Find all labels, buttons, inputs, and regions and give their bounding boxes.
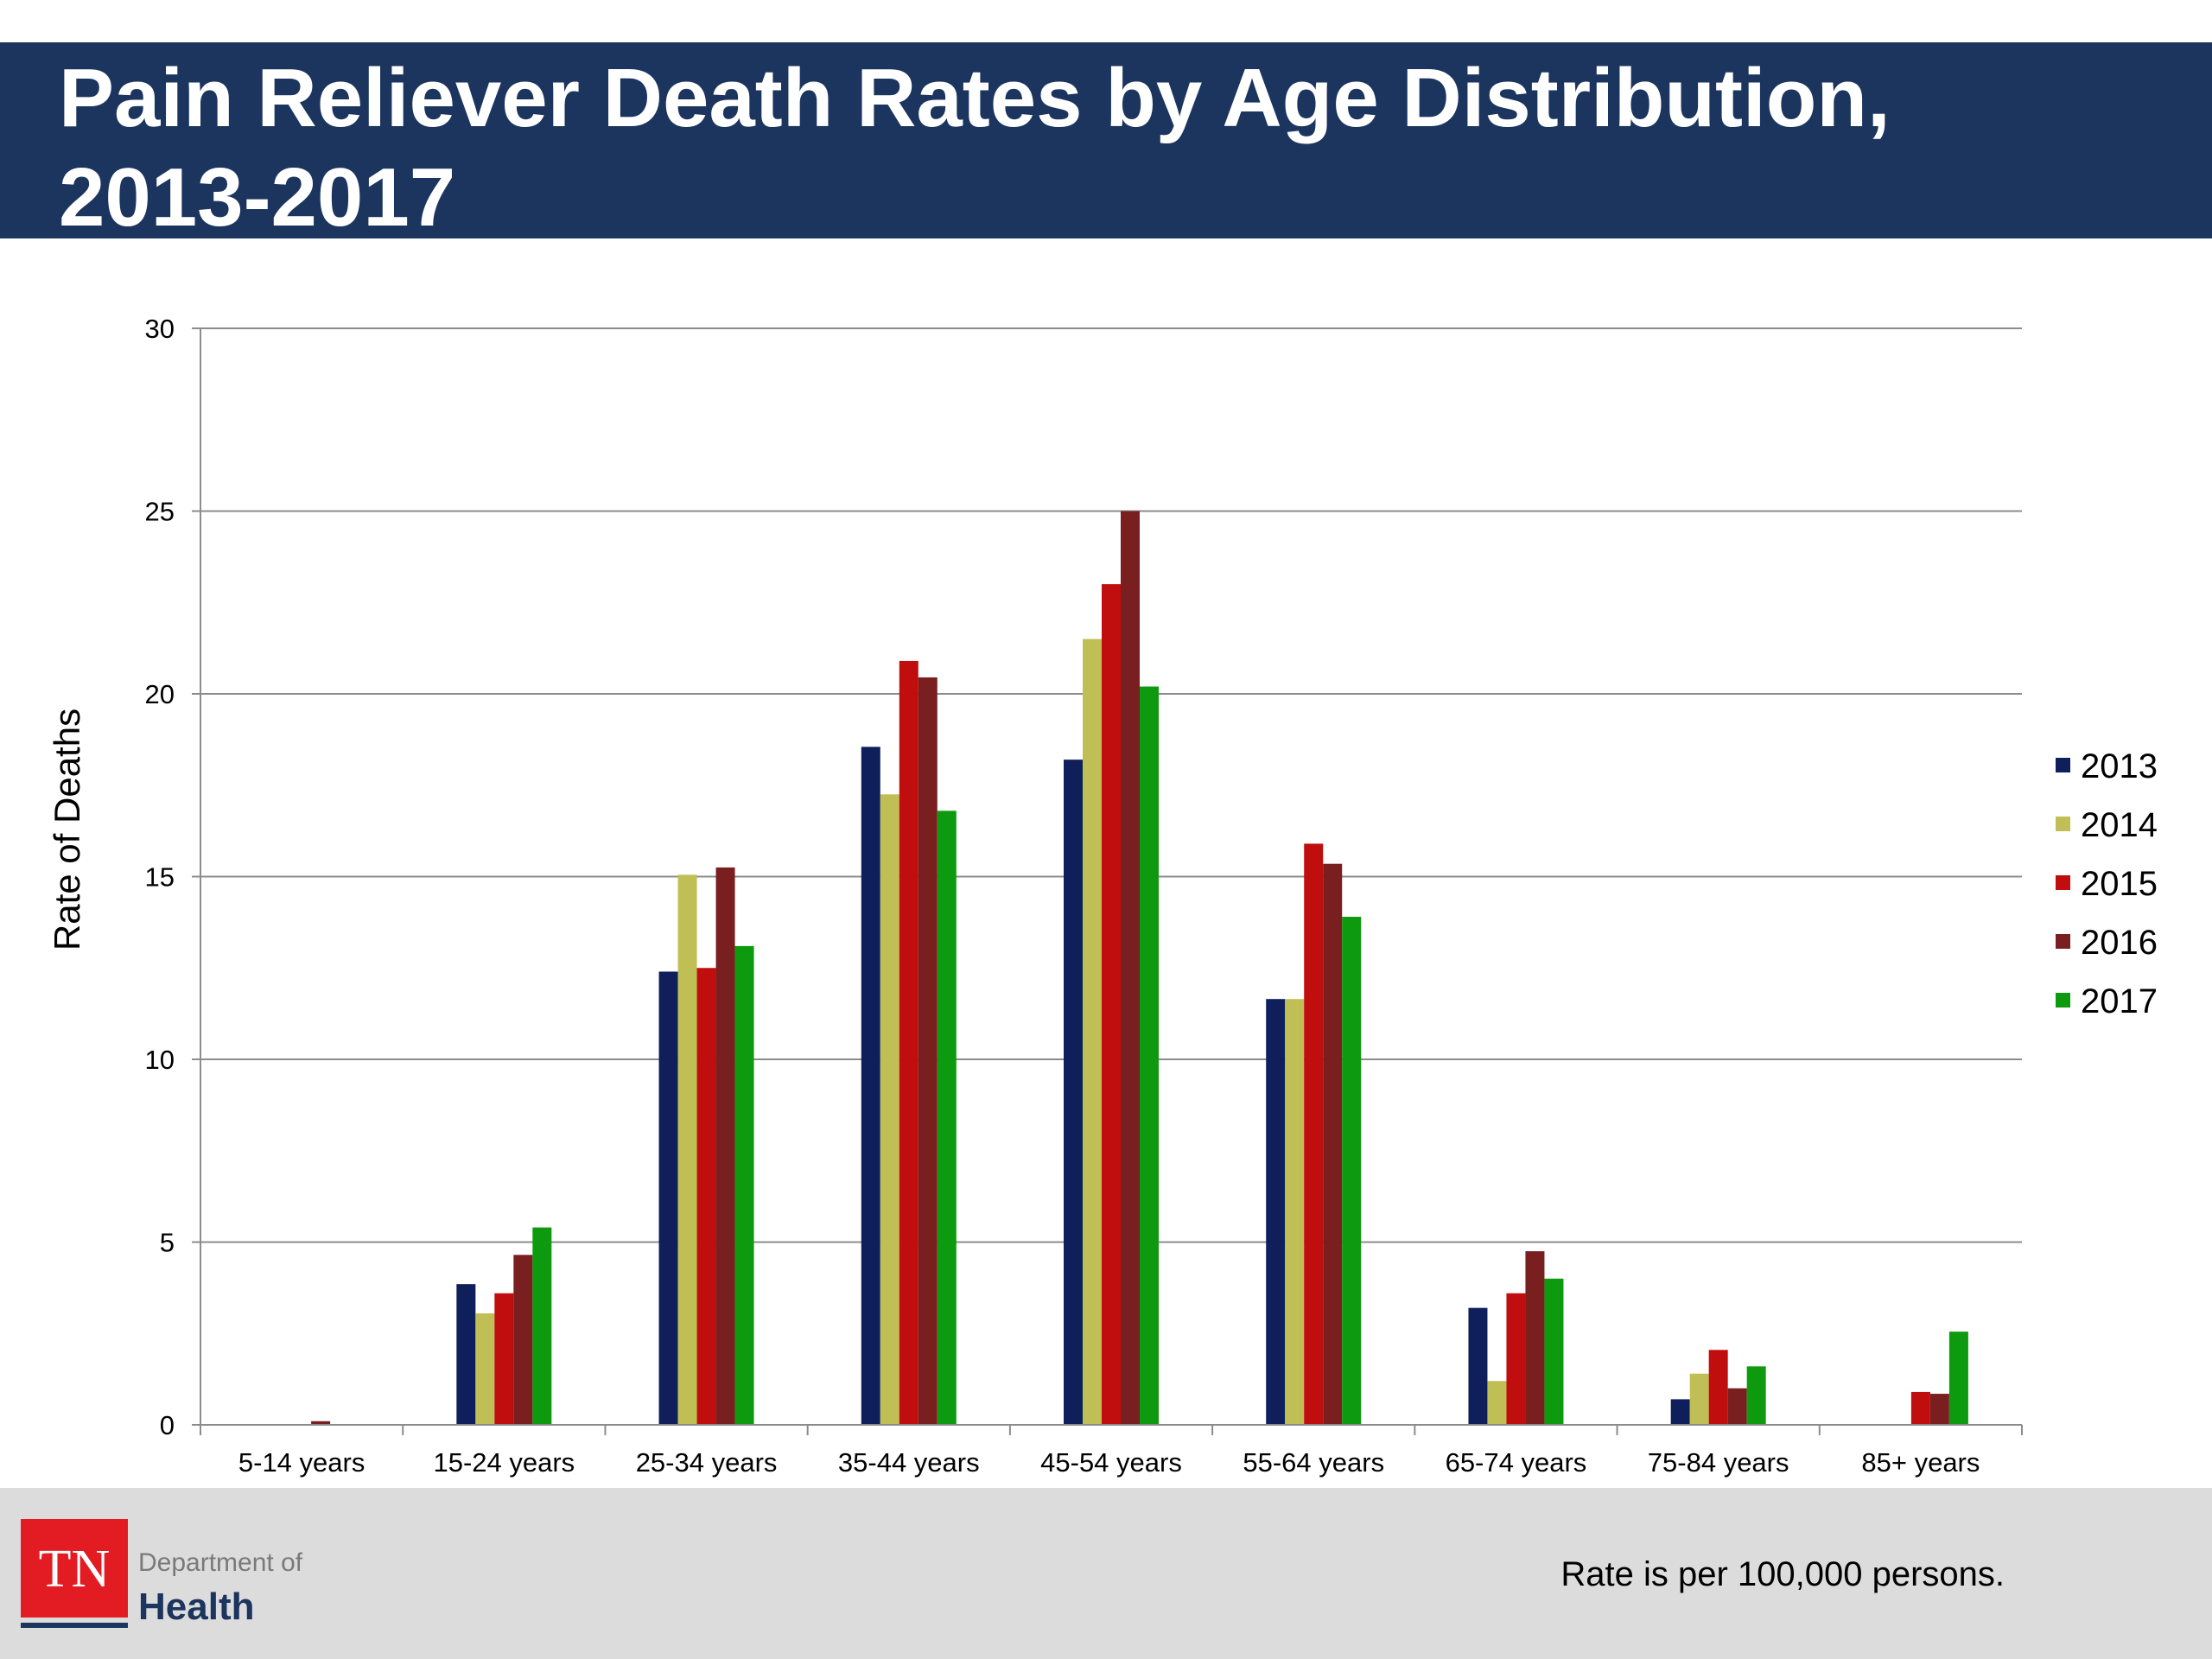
bar-2013 [861, 747, 880, 1425]
legend-label-2013: 2013 [2081, 747, 2158, 785]
title-bar [0, 42, 2212, 238]
bar-2016 [1121, 511, 1140, 1425]
x-tick-label: 15-24 years [433, 1447, 575, 1478]
bar-2017 [1342, 917, 1362, 1425]
logo-tn-mark: TN [39, 1540, 111, 1599]
bar-2015 [1102, 584, 1121, 1425]
x-tick-label: 5-14 years [238, 1447, 365, 1478]
y-tick-label: 5 [160, 1228, 175, 1258]
bars [311, 511, 1968, 1425]
slide-title-line-2: 2013-2017 [59, 151, 456, 244]
logo-health-text: Health [138, 1586, 254, 1628]
x-tick-label: 45-54 years [1040, 1447, 1182, 1478]
bar-2013 [1670, 1399, 1690, 1425]
bar-2016 [1323, 863, 1343, 1425]
bar-2015 [696, 968, 716, 1425]
axes [192, 327, 2023, 1435]
tn-department-of-health-logo: TN Department of Health [21, 1519, 303, 1628]
bar-2014 [475, 1313, 495, 1425]
bar-2014 [1083, 639, 1102, 1425]
bar-2013 [456, 1284, 476, 1425]
bar-2016 [311, 1421, 331, 1425]
x-tick-label: 65-74 years [1446, 1447, 1587, 1478]
footnote: Rate is per 100,000 persons. [1560, 1555, 2005, 1593]
y-tick-label: 30 [145, 314, 175, 344]
bar-2013 [1468, 1307, 1488, 1425]
bar-2017 [1140, 686, 1159, 1425]
bar-2014 [880, 794, 899, 1425]
bar-2014 [677, 874, 697, 1425]
bar-2016 [1727, 1388, 1747, 1425]
bar-2017 [1948, 1332, 1968, 1425]
legend-swatch-2016 [2056, 934, 2070, 949]
x-tick-label: 25-34 years [636, 1447, 778, 1478]
y-tick-label: 20 [145, 679, 175, 709]
bar-2015 [899, 660, 918, 1425]
bar-2016 [1929, 1394, 1949, 1425]
y-tick-label: 0 [160, 1410, 175, 1440]
y-tick-label: 10 [145, 1045, 175, 1075]
legend-swatch-2013 [2056, 758, 2070, 772]
bar-2013 [1064, 760, 1083, 1425]
bar-2013 [658, 971, 678, 1425]
bar-2015 [1304, 843, 1324, 1425]
slide-title: Pain Reliever Death Rates by Age Distrib… [59, 48, 2150, 247]
legend: 2013 2014 2015 2016 2017 [2056, 747, 2158, 1020]
legend-label-2016: 2016 [2081, 924, 2158, 962]
y-tick-label: 15 [145, 862, 175, 893]
slide-title-line-1: Pain Reliever Death Rates by Age Distrib… [59, 52, 1891, 144]
bar-2014 [1487, 1381, 1507, 1425]
legend-label-2014: 2014 [2081, 806, 2158, 844]
x-tick-label: 55-64 years [1243, 1447, 1384, 1478]
x-tick-label: 35-44 years [838, 1447, 980, 1478]
bar-2017 [1544, 1278, 1564, 1425]
legend-swatch-2015 [2056, 875, 2070, 890]
bar-2015 [1708, 1350, 1728, 1425]
x-tick-label: 85+ years [1861, 1447, 1980, 1478]
bar-2015 [1910, 1391, 1930, 1425]
x-tick-label: 75-84 years [1648, 1447, 1789, 1478]
bar-2015 [1506, 1293, 1526, 1425]
bar-2017 [1746, 1366, 1766, 1425]
logo-red-square [21, 1519, 128, 1618]
legend-swatch-2017 [2056, 993, 2070, 1007]
bar-2014 [1689, 1373, 1709, 1425]
legend-swatch-2014 [2056, 817, 2070, 831]
x-tick-labels: 5-14 years 15-24 years 25-34 years 35-44 ye… [238, 1447, 1980, 1478]
legend-label-2015: 2015 [2081, 865, 2158, 903]
bar-2016 [918, 677, 938, 1425]
logo-department-text: Department of [138, 1548, 303, 1577]
bar-chart: 0 5 10 15 20 25 30 5-14 years 15-24 years 25-34 … [47, 314, 2158, 1478]
bar-2017 [734, 945, 754, 1425]
bar-2013 [1266, 999, 1286, 1425]
bar-2016 [715, 867, 735, 1425]
bar-2016 [513, 1255, 533, 1425]
logo-underline [21, 1623, 128, 1628]
legend-label-2017: 2017 [2081, 982, 2158, 1020]
y-tick-labels: 0 5 10 15 20 25 30 [145, 314, 175, 1440]
bar-2015 [494, 1293, 514, 1425]
y-axis-title: Rate of Deaths [47, 709, 87, 950]
bar-2017 [937, 810, 957, 1425]
bar-2017 [532, 1227, 552, 1425]
bar-2016 [1525, 1251, 1545, 1425]
footer-bar [0, 1488, 2212, 1659]
y-tick-label: 25 [145, 497, 175, 527]
bar-2014 [1285, 999, 1305, 1425]
